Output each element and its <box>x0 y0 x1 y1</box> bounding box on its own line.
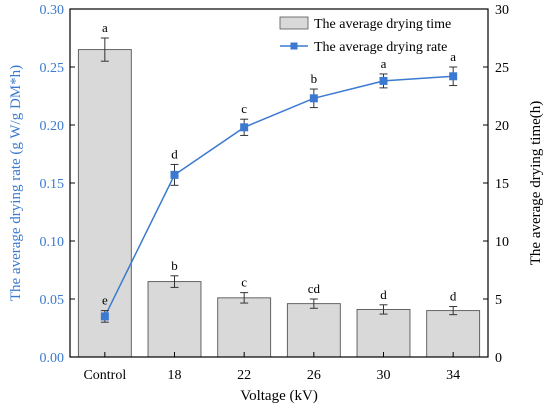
rate-line <box>104 75 454 317</box>
axes-layer: 0.00 0.05 0.10 0.15 0.20 0.25 0.30 0 5 10 15 20 25 30… <box>40 3 510 383</box>
legend-bar-label: The average drying time <box>314 17 451 32</box>
rate-letter-3: b <box>311 71 318 86</box>
rate-point-3 <box>309 94 318 103</box>
left-tick-label-3: 0.15 <box>40 177 65 192</box>
left-tick-label-6: 0.30 <box>40 3 65 18</box>
right-tick-label-4: 20 <box>495 119 509 134</box>
x-tick-label-3: 26 <box>307 368 321 383</box>
bar-0 <box>77 49 132 358</box>
legend-line-marker <box>290 42 298 50</box>
right-tick-label-3: 15 <box>495 177 509 192</box>
bar-letter-2: c <box>241 275 247 290</box>
right-tick-label-0: 0 <box>495 351 502 366</box>
x-tick-label-2: 22 <box>237 368 251 383</box>
right-tick-label-1: 5 <box>495 293 502 308</box>
bar-letter-4: d <box>380 287 387 302</box>
right-tick-label-6: 30 <box>495 3 509 18</box>
bar-letter-5: d <box>450 289 457 304</box>
bar-5 <box>426 310 481 358</box>
right-tick-label-5: 25 <box>495 61 509 76</box>
legend: The average drying time The average dryi… <box>279 16 451 55</box>
line-layer: e d c b a a <box>100 49 458 323</box>
x-tick-label-4: 30 <box>377 368 391 383</box>
rate-letter-4: a <box>381 56 387 71</box>
left-tick-label-0: 0.00 <box>40 351 65 366</box>
bar-3 <box>286 303 341 358</box>
right-axis-label: The average drying time(h) <box>528 101 544 266</box>
rate-letter-1: d <box>171 146 178 161</box>
rate-letter-2: c <box>241 101 247 116</box>
bar-1 <box>147 281 202 358</box>
rate-point-2 <box>240 123 249 132</box>
x-tick-label-0: Control <box>83 368 126 383</box>
plot-frame <box>69 8 489 358</box>
left-tick-label-1: 0.05 <box>40 293 65 308</box>
rate-point-1 <box>170 170 179 179</box>
x-tick-label-5: 34 <box>446 368 460 383</box>
rate-letter-5: a <box>450 49 456 64</box>
bar-4 <box>356 308 411 358</box>
bars-layer: abc cd d d <box>77 20 481 358</box>
left-tick-label-2: 0.10 <box>40 235 65 250</box>
left-tick-label-5: 0.25 <box>40 61 65 76</box>
rate-point-0 <box>100 312 109 321</box>
rate-point-5 <box>449 72 458 81</box>
right-tick-label-2: 10 <box>495 235 509 250</box>
rate-letter-0: e <box>102 293 108 308</box>
left-tick-label-4: 0.20 <box>40 119 65 134</box>
x-tick-label-1: 18 <box>168 368 182 383</box>
legend-line-label: The average drying rate <box>314 40 447 55</box>
rate-point-4 <box>379 76 388 85</box>
x-axis-label: Voltage (kV) <box>240 388 318 404</box>
bar-2 <box>217 297 272 358</box>
legend-bar-swatch <box>279 16 309 30</box>
bar-letter-0: a <box>102 20 108 35</box>
bar-letter-3: cd <box>308 281 321 296</box>
left-axis-label: The average drying rate (g W/g DM*h) <box>8 65 24 301</box>
bar-letter-1: b <box>171 258 178 273</box>
